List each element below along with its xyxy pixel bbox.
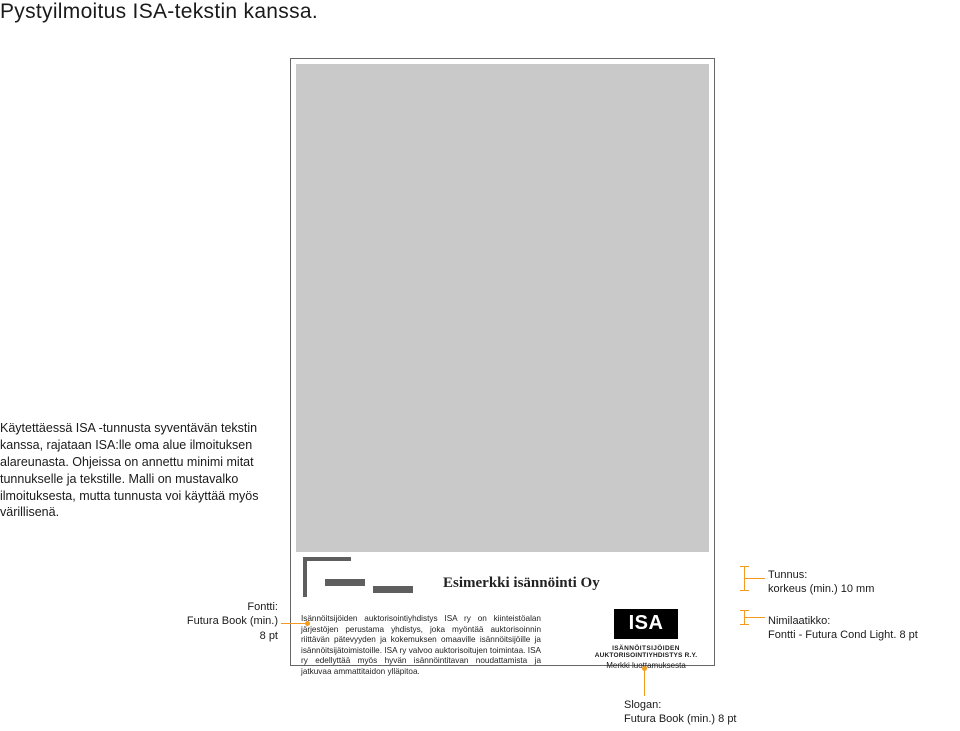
isa-subtitle-2: AUKTORISOINTIYHDISTYS R.Y. [586,652,706,659]
t-bracket [740,624,749,625]
callout-label: Nimilaatikko: [768,614,918,628]
sample-slug [325,579,365,586]
isa-mark-text: ISA [614,612,678,635]
sample-company-name: Esimerkki isännöinti Oy [443,575,600,592]
sample-ad-frame: Esimerkki isännöinti Oy Isännöitsijöiden… [290,58,715,666]
sample-image-area [296,64,709,552]
pointer-line [644,670,645,696]
pointer-line [745,578,765,579]
callout-value: Futura Book (min.) 8 pt [178,614,278,643]
sample-slug [373,586,413,593]
pointer-line [281,623,305,624]
intro-text: Käytettäessä ISA -tunnusta syventävän te… [0,420,275,521]
callout-label: Slogan: [624,698,737,712]
callout-slogan: Slogan: Futura Book (min.) 8 pt [624,698,737,727]
isa-logo-block: ISA ISÄNNÖITSIJÖIDEN AUKTORISOINTIYHDIST… [586,609,706,670]
callout-value: korkeus (min.) 10 mm [768,582,874,596]
callout-value: Fontti - Futura Cond Light. 8 pt [768,628,918,642]
pointer-dot [642,666,647,671]
callout-nimilaatikko: Nimilaatikko: Fontti - Futura Cond Light… [768,614,918,643]
isa-subtitle-1: ISÄNNÖITSIJÖIDEN [586,645,706,652]
callout-value: Futura Book (min.) 8 pt [624,712,737,726]
pointer-dot [305,621,310,626]
callout-tunnus: Tunnus: korkeus (min.) 10 mm [768,568,874,597]
callout-label: Tunnus: [768,568,874,582]
sample-body-text: Isännöitsijöiden auktorisointiyhdistys I… [301,614,541,677]
pointer-line [745,617,765,618]
callout-label: Fontti: [178,600,278,614]
isa-mark: ISA [614,609,678,639]
callout-font: Fontti: Futura Book (min.) 8 pt [178,600,278,643]
page-title: Pystyilmoitus ISA-tekstin kanssa. [0,0,318,24]
t-bracket [740,590,749,591]
